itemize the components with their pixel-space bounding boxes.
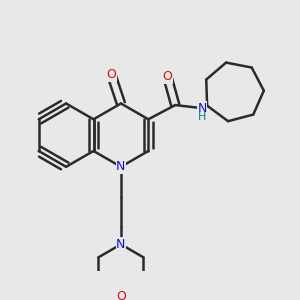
- Text: N: N: [116, 160, 126, 173]
- Text: H: H: [198, 112, 206, 122]
- Text: O: O: [106, 68, 116, 82]
- Text: N: N: [116, 238, 126, 251]
- Text: N: N: [197, 102, 207, 115]
- Text: O: O: [162, 70, 172, 83]
- Text: O: O: [116, 290, 126, 300]
